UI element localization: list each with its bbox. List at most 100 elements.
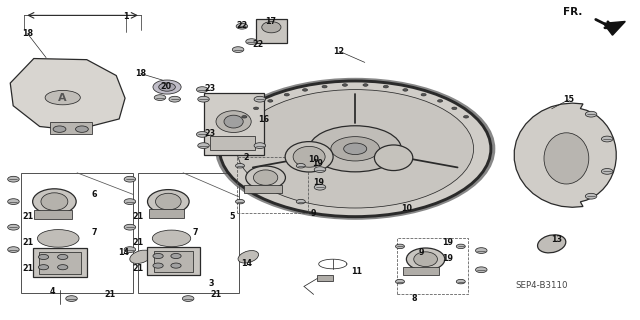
Circle shape (217, 80, 493, 218)
Text: 7: 7 (92, 228, 97, 237)
Text: 15: 15 (563, 95, 574, 104)
Circle shape (421, 93, 426, 96)
Circle shape (602, 136, 613, 142)
Bar (256, 19, 287, 43)
Text: A: A (58, 92, 67, 103)
Circle shape (246, 39, 257, 44)
Text: 2: 2 (244, 153, 249, 162)
Circle shape (8, 224, 19, 230)
Bar (138, 173, 239, 293)
Ellipse shape (224, 115, 243, 128)
Text: 21: 21 (22, 264, 33, 273)
Circle shape (403, 89, 408, 91)
Bar (33, 248, 87, 277)
Circle shape (586, 193, 597, 199)
Circle shape (396, 279, 404, 284)
Circle shape (8, 247, 19, 252)
Circle shape (154, 95, 166, 100)
Circle shape (309, 126, 401, 172)
Circle shape (236, 199, 244, 204)
Bar (210, 136, 255, 150)
Text: 21: 21 (22, 238, 33, 247)
Circle shape (171, 253, 181, 259)
Circle shape (456, 279, 465, 284)
Circle shape (268, 100, 273, 102)
Circle shape (38, 265, 49, 270)
Ellipse shape (41, 193, 68, 211)
Circle shape (196, 87, 208, 92)
Ellipse shape (246, 166, 285, 189)
Circle shape (284, 93, 289, 96)
Text: 17: 17 (265, 17, 276, 26)
Text: 14: 14 (241, 260, 252, 268)
Circle shape (237, 90, 474, 208)
Ellipse shape (130, 250, 152, 263)
Circle shape (476, 248, 487, 253)
Text: 13: 13 (551, 236, 563, 244)
Circle shape (253, 107, 259, 110)
Polygon shape (515, 103, 616, 207)
Text: 10: 10 (308, 155, 319, 164)
Circle shape (8, 176, 19, 182)
Circle shape (169, 96, 180, 102)
Text: 23: 23 (204, 129, 216, 138)
Circle shape (438, 100, 443, 102)
Bar (403, 267, 439, 275)
Circle shape (331, 137, 380, 161)
Text: 10: 10 (401, 204, 412, 213)
Circle shape (53, 126, 66, 132)
Circle shape (242, 116, 247, 118)
Text: SEP4-B3110: SEP4-B3110 (515, 281, 568, 290)
Bar (149, 209, 184, 218)
Text: 14: 14 (118, 248, 129, 257)
Circle shape (182, 296, 194, 301)
Circle shape (314, 167, 326, 172)
Bar (147, 247, 200, 275)
Ellipse shape (33, 189, 76, 214)
Circle shape (153, 253, 163, 259)
Ellipse shape (544, 133, 589, 184)
Circle shape (236, 23, 248, 29)
Circle shape (159, 83, 175, 91)
Text: 21: 21 (132, 212, 143, 221)
Circle shape (171, 263, 181, 268)
Text: 3: 3 (209, 279, 214, 288)
Ellipse shape (285, 141, 333, 172)
Ellipse shape (152, 230, 191, 247)
Bar (34, 210, 72, 219)
Circle shape (342, 84, 348, 86)
Text: 21: 21 (132, 264, 143, 273)
Polygon shape (604, 21, 625, 35)
Text: 21: 21 (211, 290, 222, 299)
Ellipse shape (374, 145, 413, 171)
Ellipse shape (216, 111, 251, 132)
Circle shape (124, 176, 136, 182)
Circle shape (153, 263, 163, 268)
Text: 9: 9 (419, 248, 424, 257)
Bar (21, 173, 133, 293)
Circle shape (344, 143, 367, 155)
Circle shape (254, 143, 266, 148)
Ellipse shape (45, 90, 81, 105)
Bar (317, 275, 333, 281)
Text: 22: 22 (252, 40, 264, 49)
Bar (237, 157, 308, 213)
Text: 11: 11 (351, 267, 363, 276)
Text: 21: 21 (104, 290, 116, 299)
Ellipse shape (293, 147, 325, 167)
Polygon shape (10, 59, 125, 130)
Circle shape (296, 199, 305, 204)
Circle shape (363, 84, 368, 86)
Text: 5: 5 (230, 212, 235, 221)
Ellipse shape (156, 193, 181, 210)
Ellipse shape (414, 252, 438, 267)
Bar (244, 185, 282, 193)
Circle shape (463, 116, 468, 118)
Circle shape (220, 81, 491, 217)
Ellipse shape (147, 189, 189, 214)
Text: 18: 18 (135, 69, 147, 78)
Text: 6: 6 (92, 190, 97, 199)
Ellipse shape (238, 251, 259, 263)
Text: 18: 18 (22, 29, 33, 38)
Circle shape (296, 164, 305, 168)
